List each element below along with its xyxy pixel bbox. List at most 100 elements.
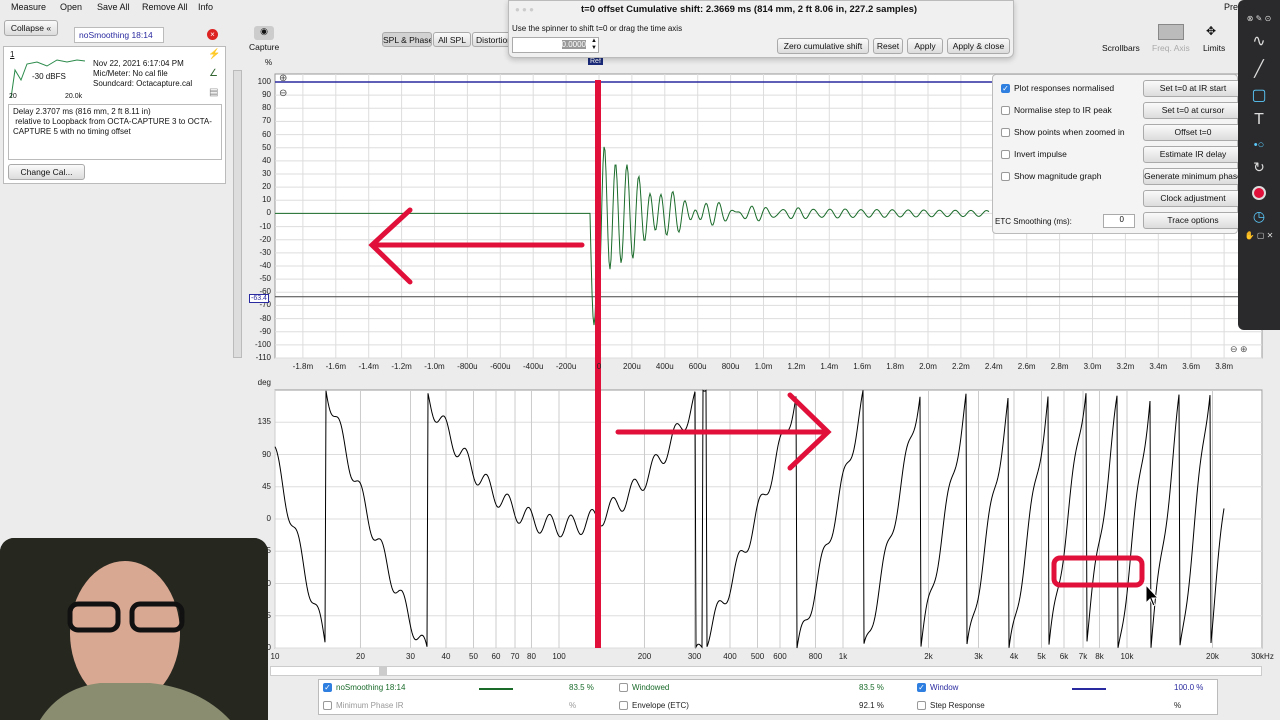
menu-open[interactable]: Open [60,2,83,12]
legend-item[interactable]: Envelope (ETC) [619,701,689,711]
vertical-scrollbar[interactable] [233,70,242,358]
measurement-thumbnail[interactable]: 1 -30 dBFS 20 20.0k [7,50,87,102]
legend-item[interactable]: Windowed [619,683,669,693]
ir-x-tick: 2.8m [1050,362,1069,371]
option-button-0[interactable]: Set t=0 at IR start [1143,80,1243,97]
legend-item[interactable]: ✓ Window [917,683,958,693]
color-icon[interactable] [1252,186,1266,200]
palette-controls[interactable]: ⊗ ✎ ⊙ [1246,14,1272,23]
option-button-6[interactable]: Trace options [1143,212,1243,229]
menu-measure[interactable]: Measure [11,2,47,12]
tab-spl-phase[interactable]: SPL & Phase [382,32,432,47]
notes-field[interactable]: Delay 2.3707 ms (816 mm, 2 ft 8.11 in) r… [8,104,222,160]
checkbox[interactable] [1001,150,1010,160]
option-button-1[interactable]: Set t=0 at cursor [1143,102,1243,119]
checkbox[interactable] [1001,106,1010,116]
ir-x-tick: 3.6m [1182,362,1201,371]
ir-y-tick: 70 [262,116,271,126]
phase-x-tick: 1k [838,652,848,661]
notes-icon[interactable]: ▤ [209,87,219,98]
legend-checkbox[interactable] [323,701,332,711]
horizontal-scrollbar[interactable] [270,666,1262,676]
tab-all-spl[interactable]: All SPL [433,32,471,47]
menu-save-all[interactable]: Save All [97,2,130,12]
reset-button[interactable]: Reset [873,38,903,54]
legend-checkbox[interactable]: ✓ [917,683,926,693]
ir-y-tick: -30 [259,247,271,257]
pen-icon[interactable]: ∠ [209,68,218,79]
camera-icon[interactable]: ◉ [254,26,274,40]
ir-y-tick: -80 [259,313,271,323]
limits-icon[interactable]: ✥ [1206,24,1217,38]
measurement-name-field[interactable]: noSmoothing 18:14 [74,27,164,43]
limits-label[interactable]: Limits [1203,43,1226,53]
change-cal-button[interactable]: Change Cal... [8,164,85,180]
ir-x-tick: -1.2m [391,362,412,371]
option-3[interactable]: Invert impulse [1001,149,1067,160]
zero-cumulative-shift-button[interactable]: Zero cumulative shift [777,38,869,54]
timer-icon[interactable]: ◷ [1252,208,1266,224]
ir-x-tick: 1.6m [853,362,872,371]
ir-y-tick: 40 [262,155,271,165]
etc-smoothing-input[interactable]: 0 [1103,214,1135,228]
option-button-5[interactable]: Clock adjustment [1143,190,1243,207]
level-label: -30 dBFS [32,72,66,81]
option-0[interactable]: ✓ Plot responses normalised [1001,83,1114,94]
opacity-icon[interactable]: •○ [1253,139,1265,151]
legend-checkbox[interactable] [619,683,628,693]
checkbox[interactable]: ✓ [1001,84,1010,94]
palette-bottom-icons[interactable]: ✋ ▢ ✕ [1244,231,1274,240]
legend-panel: ✓ noSmoothing 18:14 83.5 % Windowed 83.5 % ✓ W… [318,679,1218,715]
ir-y-tick: 80 [262,103,271,113]
ir-x-tick: 3.4m [1149,362,1168,371]
checkbox[interactable] [1001,128,1010,138]
collapse-label: Collapse [10,23,44,33]
ref-marker[interactable]: Ref [588,58,603,65]
offset-spinner[interactable]: 0.0000 ▲ ▼ [512,37,599,53]
legend-item[interactable]: ✓ noSmoothing 18:14 [323,683,405,693]
option-label: Normalise step to IR peak [1014,105,1112,115]
scrollbars-icon[interactable] [1158,24,1184,40]
legend-item[interactable]: Step Response [917,701,985,711]
thumb-min: 20 [9,93,17,100]
freehand-icon[interactable]: ∿ [1252,33,1266,50]
apply-close-button[interactable]: Apply & close [947,38,1010,54]
menu-remove-all[interactable]: Remove All [142,2,188,12]
zoom-in-icon[interactable]: ⊕ [279,73,288,84]
apply-button[interactable]: Apply [907,38,943,54]
freq-axis-label[interactable]: Freq. Axis [1152,43,1190,53]
phase-x-tick: 100 [552,652,566,661]
eq-icon[interactable]: ⚡ [208,49,221,60]
legend-checkbox[interactable] [619,701,628,711]
phase-x-tick: 5k [1037,652,1046,661]
phase-y-tick: 135 [257,417,271,427]
presenter-video [0,538,268,720]
rectangle-icon[interactable]: ▢ [1251,87,1267,104]
line-icon[interactable]: ╱ [1254,61,1264,78]
spinner-value[interactable]: 0.0000 [561,40,586,49]
remove-icon[interactable]: × [207,29,218,40]
zoom-out-icon[interactable]: ⊖ [279,88,288,99]
option-button-3[interactable]: Estimate IR delay [1143,146,1243,163]
option-1[interactable]: Normalise step to IR peak [1001,105,1112,116]
legend-checkbox[interactable]: ✓ [323,683,332,693]
window-controls[interactable]: ● ● ● [515,5,534,14]
collapse-button[interactable]: Collapse « [4,20,58,36]
option-button-2[interactable]: Offset t=0 [1143,124,1243,141]
zoom-buttons[interactable]: ⊖ ⊕ [1230,344,1248,354]
legend-checkbox[interactable] [917,701,926,711]
date: Nov 22, 2021 6:17:04 PM [93,59,184,68]
legend-item[interactable]: Minimum Phase IR [323,701,404,711]
legend-label: Minimum Phase IR [336,701,404,710]
phase-x-tick: 3k [974,652,983,661]
option-4[interactable]: Show magnitude graph [1001,171,1101,182]
rotate-icon[interactable]: ↻ [1253,159,1265,175]
option-button-4[interactable]: Generate minimum phase [1143,168,1243,185]
ir-y-tick: -110 [255,353,271,362]
menu-info[interactable]: Info [198,2,214,12]
option-2[interactable]: Show points when zoomed in [1001,127,1125,138]
scrollbars-label[interactable]: Scrollbars [1102,43,1140,53]
checkbox[interactable] [1001,172,1010,182]
mouse-cursor-icon [1145,583,1160,607]
text-icon[interactable]: T [1254,111,1264,128]
